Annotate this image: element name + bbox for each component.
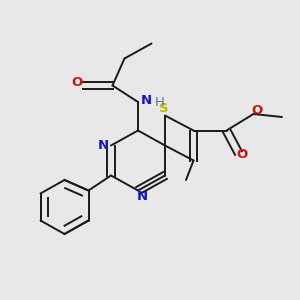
Text: N: N — [98, 139, 109, 152]
Text: H: H — [155, 95, 165, 109]
Text: O: O — [251, 104, 262, 118]
Text: N: N — [137, 190, 148, 203]
Text: S: S — [159, 102, 168, 116]
Text: O: O — [236, 148, 247, 161]
Text: N: N — [141, 94, 152, 107]
Text: O: O — [71, 76, 83, 89]
